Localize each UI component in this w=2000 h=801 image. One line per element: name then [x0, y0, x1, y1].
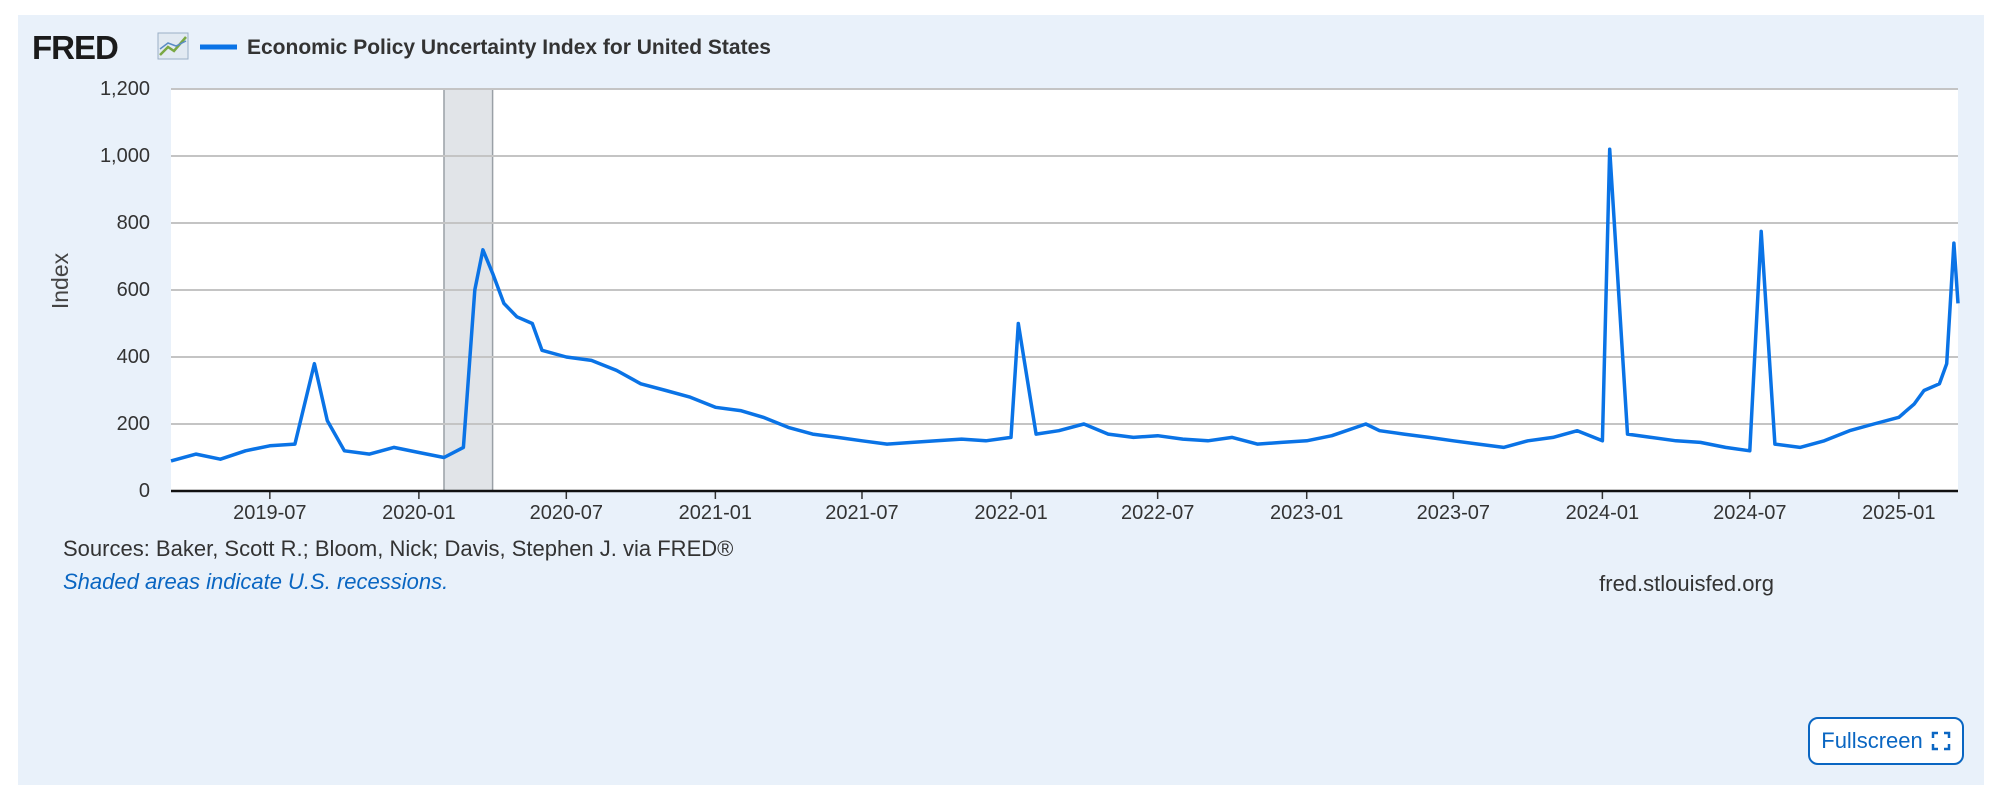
x-tick-label: 2025-01: [1862, 502, 1935, 524]
y-tick-label: 200: [117, 413, 150, 435]
fullscreen-button[interactable]: Fullscreen: [1808, 717, 1964, 765]
series-title: Economic Policy Uncertainty Index for Un…: [247, 36, 771, 59]
fred-logo: FRED: [32, 29, 189, 66]
fullscreen-label: Fullscreen: [1821, 728, 1923, 753]
plot-area: 0 200 400 600 800 1,000 1,200 2019-07 2020-01 202…: [100, 78, 1960, 524]
series-line: [170, 147, 1960, 463]
y-tick-label: 1,200: [100, 78, 150, 100]
fullscreen-icon: [1931, 731, 1950, 751]
x-tick-label: 2021-07: [825, 502, 898, 524]
site-url: fred.stlouisfed.org: [1599, 571, 1774, 596]
recession-note: Shaded areas indicate U.S. recessions.: [63, 569, 448, 594]
x-tick-label: 2020-01: [382, 502, 455, 524]
x-tick-label: 2020-07: [530, 502, 603, 524]
y-tick-label: 1,000: [100, 145, 150, 167]
y-tick-label: 600: [117, 279, 150, 301]
x-tick-label: 2021-01: [679, 502, 752, 524]
fred-logo-text: FRED: [32, 29, 118, 66]
x-tick-label: 2022-01: [974, 502, 1047, 524]
legend: Economic Policy Uncertainty Index for Un…: [200, 36, 771, 59]
x-tick-label: 2024-07: [1713, 502, 1786, 524]
x-tick-label: 2019-07: [233, 502, 306, 524]
line-chart-icon: [157, 32, 189, 60]
y-axis-label: Index: [47, 252, 73, 309]
chart-frame: FRED Economic Policy Uncertainty Index f…: [18, 15, 1984, 785]
y-tick-label: 0: [139, 480, 150, 502]
x-tick-label: 2022-07: [1121, 502, 1194, 524]
sources-text: Sources: Baker, Scott R.; Bloom, Nick; D…: [63, 536, 733, 561]
chart: FRED Economic Policy Uncertainty Index f…: [32, 29, 1960, 596]
y-tick-label: 400: [117, 346, 150, 368]
x-tick-label: 2023-07: [1417, 502, 1490, 524]
y-tick-label: 800: [117, 212, 150, 234]
x-tick-label: 2023-01: [1270, 502, 1343, 524]
x-tick-label: 2024-01: [1566, 502, 1639, 524]
